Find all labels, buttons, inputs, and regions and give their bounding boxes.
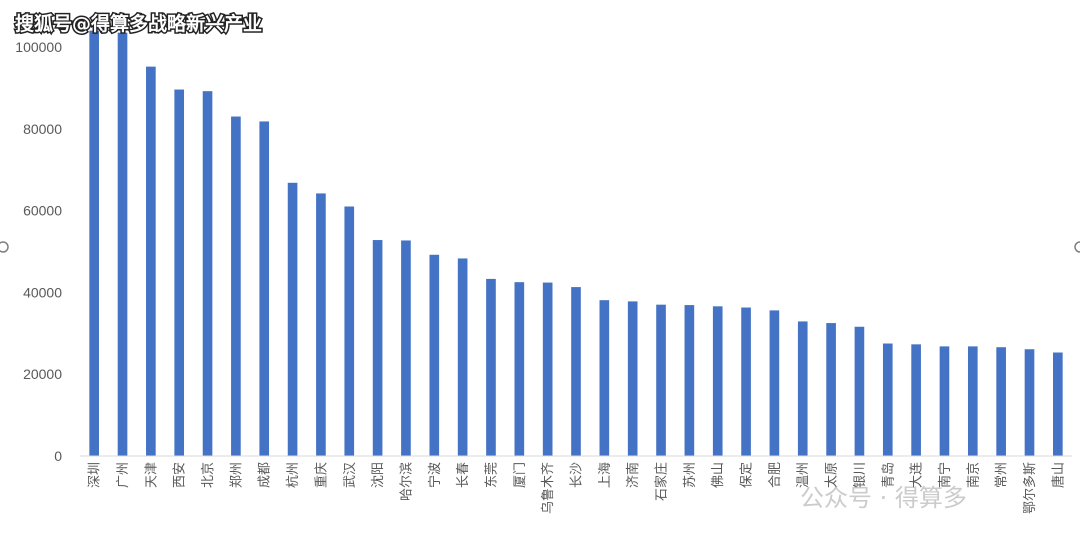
y-tick-label: 100000 [15, 39, 62, 55]
bar [457, 258, 468, 456]
x-tick-label: 长沙 [570, 462, 585, 488]
bar [372, 240, 383, 456]
bar [656, 304, 666, 456]
bars [89, 30, 1063, 457]
bar [146, 66, 156, 456]
x-tick-label: 长春 [456, 462, 471, 488]
x-tick-label: 常州 [995, 462, 1010, 488]
bar [684, 305, 695, 456]
bar [911, 344, 921, 456]
x-tick-label: 合肥 [768, 462, 783, 488]
x-tick-label: 上海 [598, 462, 613, 488]
resize-handle-left[interactable] [0, 241, 9, 253]
y-axis: 0 20000 40000 60000 80000 100000 [15, 39, 62, 464]
x-tick-label: 青岛 [880, 462, 896, 488]
bar [939, 346, 950, 456]
x-tick-label: 厦门 [513, 462, 528, 488]
x-tick-label: 鄂尔多斯 [1022, 462, 1038, 514]
bar [542, 282, 553, 456]
x-tick-label: 银川 [853, 462, 868, 488]
bar [1053, 352, 1063, 456]
y-tick-label: 60000 [23, 203, 62, 219]
bar [486, 278, 496, 456]
bar [1024, 349, 1035, 456]
x-tick-label: 温州 [796, 462, 811, 488]
x-tick-label: 重庆 [313, 462, 329, 488]
bar [287, 182, 298, 457]
bar [401, 240, 411, 456]
x-tick-label: 沈阳 [371, 462, 386, 488]
bar [967, 346, 978, 456]
x-tick-label: 宁波 [427, 462, 443, 488]
x-tick-label: 郑州 [229, 462, 244, 488]
y-tick-label: 40000 [23, 284, 62, 300]
x-axis: 深圳 广州 天津 西安 北京 郑州 成都 杭州 重庆 武汉 沈阳 哈尔滨 宁波 长春 东莞 厦门 乌鲁木齐 长沙上… [88, 462, 1067, 514]
bar [231, 116, 241, 456]
x-tick-label: 大连 [909, 462, 925, 488]
watermark-bottom: 公众号 · 得算多 [800, 484, 967, 512]
x-tick-label: 深圳 [88, 462, 103, 488]
x-tick-label: 佛山 [711, 462, 726, 488]
bar [202, 91, 213, 457]
y-tick-label: 80000 [23, 121, 62, 137]
x-tick-label: 唐山 [1050, 462, 1066, 488]
x-tick-label: 哈尔滨 [398, 462, 414, 501]
x-tick-label: 保定 [740, 462, 755, 488]
bar [826, 323, 836, 456]
bar [627, 301, 638, 456]
x-tick-label: 杭州 [286, 462, 301, 488]
x-tick-label: 南宁 [937, 462, 953, 488]
bar [259, 121, 270, 456]
bar [741, 307, 751, 456]
bar [89, 30, 99, 456]
x-tick-label: 武汉 [343, 462, 358, 488]
bar [316, 193, 326, 457]
x-tick-label: 石家庄 [654, 462, 670, 501]
bar [797, 321, 808, 456]
x-tick-label: 乌鲁木齐 [540, 462, 556, 514]
x-tick-label: 成都 [258, 462, 273, 488]
bar [712, 306, 723, 456]
bar [514, 282, 525, 456]
x-tick-label: 南京 [965, 462, 981, 488]
bar [174, 89, 185, 456]
x-tick-label: 广州 [116, 462, 131, 488]
bar [117, 32, 128, 456]
x-tick-label: 天津 [144, 462, 159, 488]
x-tick-label: 太原 [825, 462, 840, 488]
bar [571, 287, 581, 456]
watermark-top: 搜狐号@得算多战略新兴产业 [15, 12, 262, 35]
bar [854, 326, 865, 456]
resize-handle-right[interactable] [1074, 241, 1080, 253]
x-tick-label: 北京 [201, 462, 216, 488]
x-tick-label: 济南 [625, 462, 641, 488]
bar [882, 343, 893, 456]
x-tick-label: 苏州 [682, 462, 698, 488]
x-tick-label: 东莞 [484, 462, 499, 488]
bar [599, 300, 610, 456]
x-tick-label: 西安 [173, 462, 188, 488]
bar [996, 347, 1006, 456]
y-tick-label: 20000 [23, 366, 62, 382]
y-tick-label: 0 [54, 448, 62, 464]
bar [429, 254, 440, 456]
bar [769, 310, 780, 456]
bar [344, 206, 355, 456]
